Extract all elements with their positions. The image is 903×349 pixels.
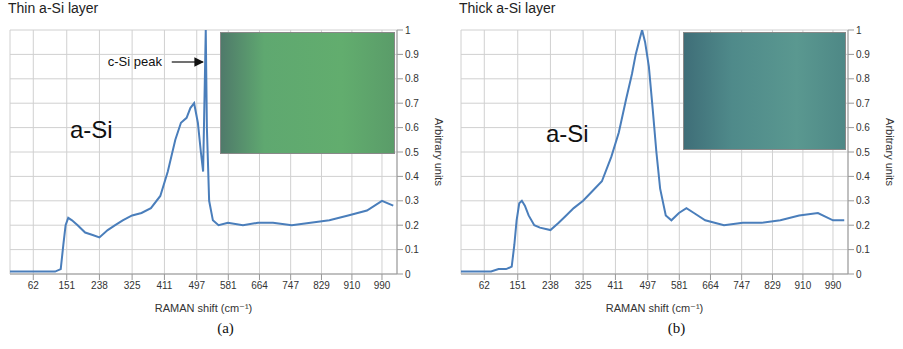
svg-text:0.3: 0.3 — [856, 195, 870, 206]
svg-text:0.7: 0.7 — [405, 98, 419, 109]
svg-text:62: 62 — [28, 280, 40, 291]
svg-text:62: 62 — [479, 280, 491, 291]
svg-text:1: 1 — [405, 25, 411, 36]
html-text:a-Si: a-Si — [70, 116, 113, 143]
svg-text:238: 238 — [542, 280, 559, 291]
svg-text:0.8: 0.8 — [856, 73, 870, 84]
html-text:Thin a-Si layer: Thin a-Si layer — [8, 0, 99, 16]
html-text:a-Si: a-Si — [546, 120, 589, 147]
svg-text:664: 664 — [251, 280, 268, 291]
svg-text:0.7: 0.7 — [856, 98, 870, 109]
svg-text:0.5: 0.5 — [856, 147, 870, 158]
svg-text:581: 581 — [671, 280, 688, 291]
svg-text:RAMAN shift (cm⁻¹): RAMAN shift (cm⁻¹) — [155, 302, 252, 314]
svg-text:0: 0 — [405, 269, 411, 280]
svg-text:238: 238 — [91, 280, 108, 291]
svg-text:325: 325 — [575, 280, 592, 291]
html-text:Arbitrary units: Arbitrary units — [433, 118, 445, 186]
svg-text:747: 747 — [282, 280, 299, 291]
svg-text:151: 151 — [509, 280, 526, 291]
html-text:Arbitrary units: Arbitrary units — [884, 118, 896, 186]
svg-text:0.5: 0.5 — [405, 147, 419, 158]
svg-text:1: 1 — [856, 25, 862, 36]
svg-text:0.6: 0.6 — [856, 122, 870, 133]
svg-text:497: 497 — [188, 280, 205, 291]
svg-text:0: 0 — [856, 269, 862, 280]
svg-text:0.9: 0.9 — [856, 49, 870, 60]
svg-text:990: 990 — [825, 280, 842, 291]
html-text:Thick a-Si layer: Thick a-Si layer — [459, 0, 556, 16]
svg-text:664: 664 — [702, 280, 719, 291]
svg-text:910: 910 — [344, 280, 361, 291]
svg-text:0.2: 0.2 — [405, 220, 419, 231]
svg-text:151: 151 — [58, 280, 75, 291]
svg-text:829: 829 — [764, 280, 781, 291]
svg-text:0.9: 0.9 — [405, 49, 419, 60]
svg-text:RAMAN shift (cm⁻¹): RAMAN shift (cm⁻¹) — [606, 302, 703, 314]
svg-text:0.1: 0.1 — [405, 244, 419, 255]
svg-text:0.4: 0.4 — [856, 171, 870, 182]
html-text:c-Si peak: c-Si peak — [107, 54, 162, 69]
svg-text:497: 497 — [639, 280, 656, 291]
svg-text:0.4: 0.4 — [405, 171, 419, 182]
html-text:(b): (b) — [667, 320, 686, 336]
svg-text:747: 747 — [733, 280, 750, 291]
svg-text:990: 990 — [374, 280, 391, 291]
svg-text:0.3: 0.3 — [405, 195, 419, 206]
html-text:(a): (a) — [217, 320, 234, 336]
svg-text:411: 411 — [156, 280, 172, 291]
svg-text:581: 581 — [220, 280, 237, 291]
svg-text:0.8: 0.8 — [405, 73, 419, 84]
svg-text:325: 325 — [124, 280, 141, 291]
svg-text:411: 411 — [607, 280, 623, 291]
svg-text:829: 829 — [313, 280, 330, 291]
svg-text:0.6: 0.6 — [405, 122, 419, 133]
svg-text:910: 910 — [795, 280, 812, 291]
svg-text:0.1: 0.1 — [856, 244, 870, 255]
svg-text:0.2: 0.2 — [856, 220, 870, 231]
